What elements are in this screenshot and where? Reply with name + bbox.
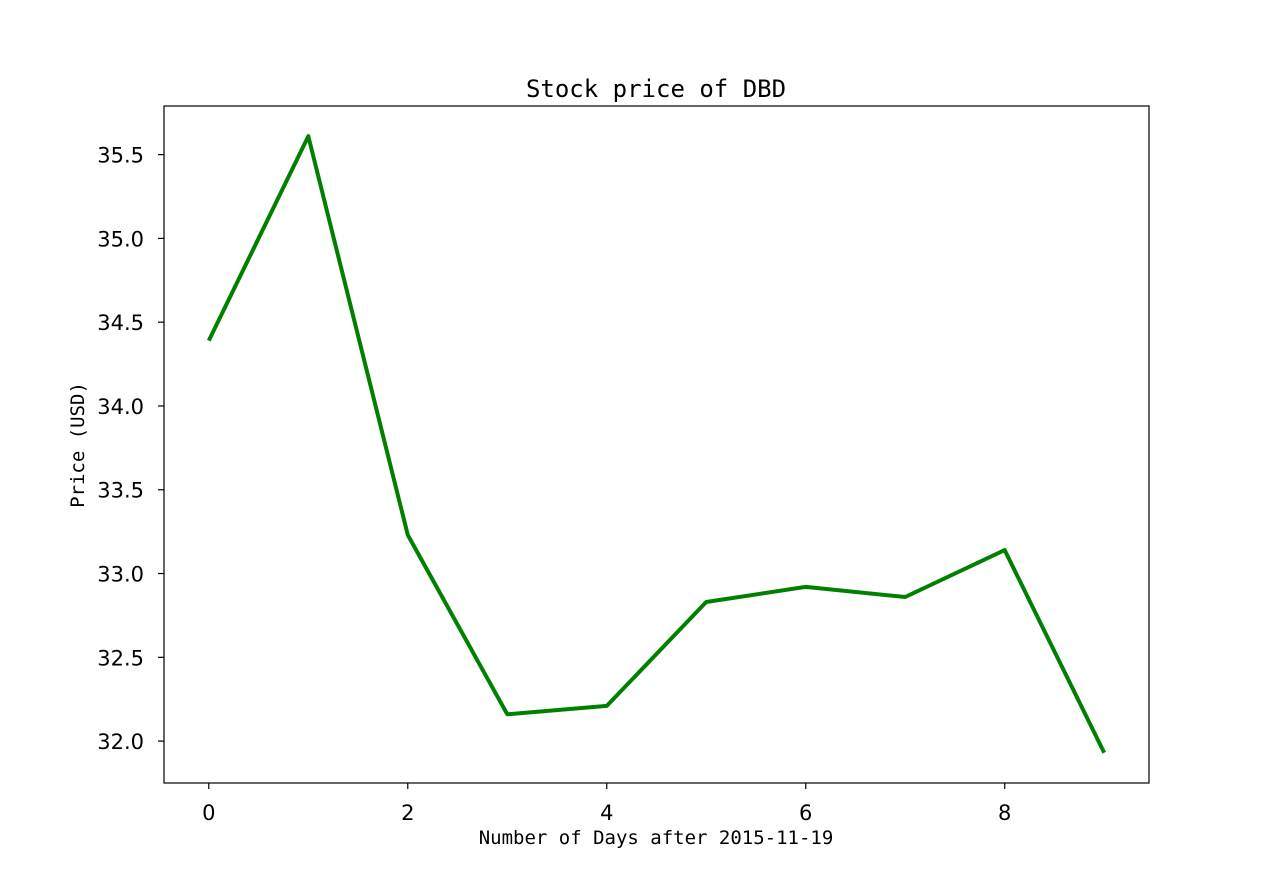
y-tick-label: 33.0 — [97, 563, 144, 587]
plot-area: 0 2 4 6 8 32.0 32.5 33.0 33.5 34.0 34.5 35.0 35.5 — [97, 105, 1150, 825]
axes-frame — [163, 105, 1150, 784]
y-tick-label: 34.5 — [97, 311, 144, 335]
chart-title: Stock price of DBD — [526, 75, 786, 103]
y-axis-label: Price (USD) — [67, 382, 89, 508]
x-tick-label: 6 — [799, 801, 812, 825]
y-tick-label: 32.0 — [97, 730, 144, 754]
x-axis-ticks: 0 2 4 6 8 — [202, 783, 1011, 825]
y-tick-label: 33.5 — [97, 479, 144, 503]
y-tick-label: 32.5 — [97, 646, 144, 670]
y-tick-label: 35.0 — [97, 227, 144, 251]
x-tick-label: 0 — [202, 801, 215, 825]
x-tick-label: 2 — [401, 801, 414, 825]
y-tick-label: 34.0 — [97, 395, 144, 419]
y-axis-ticks: 32.0 32.5 33.0 33.5 34.0 34.5 35.0 35.5 — [97, 144, 164, 754]
series-line — [207, 134, 1106, 754]
x-tick-label: 8 — [998, 801, 1011, 825]
y-tick-label: 35.5 — [97, 144, 144, 168]
x-axis-label: Number of Days after 2015-11-19 — [479, 827, 834, 849]
x-tick-label: 4 — [600, 801, 613, 825]
